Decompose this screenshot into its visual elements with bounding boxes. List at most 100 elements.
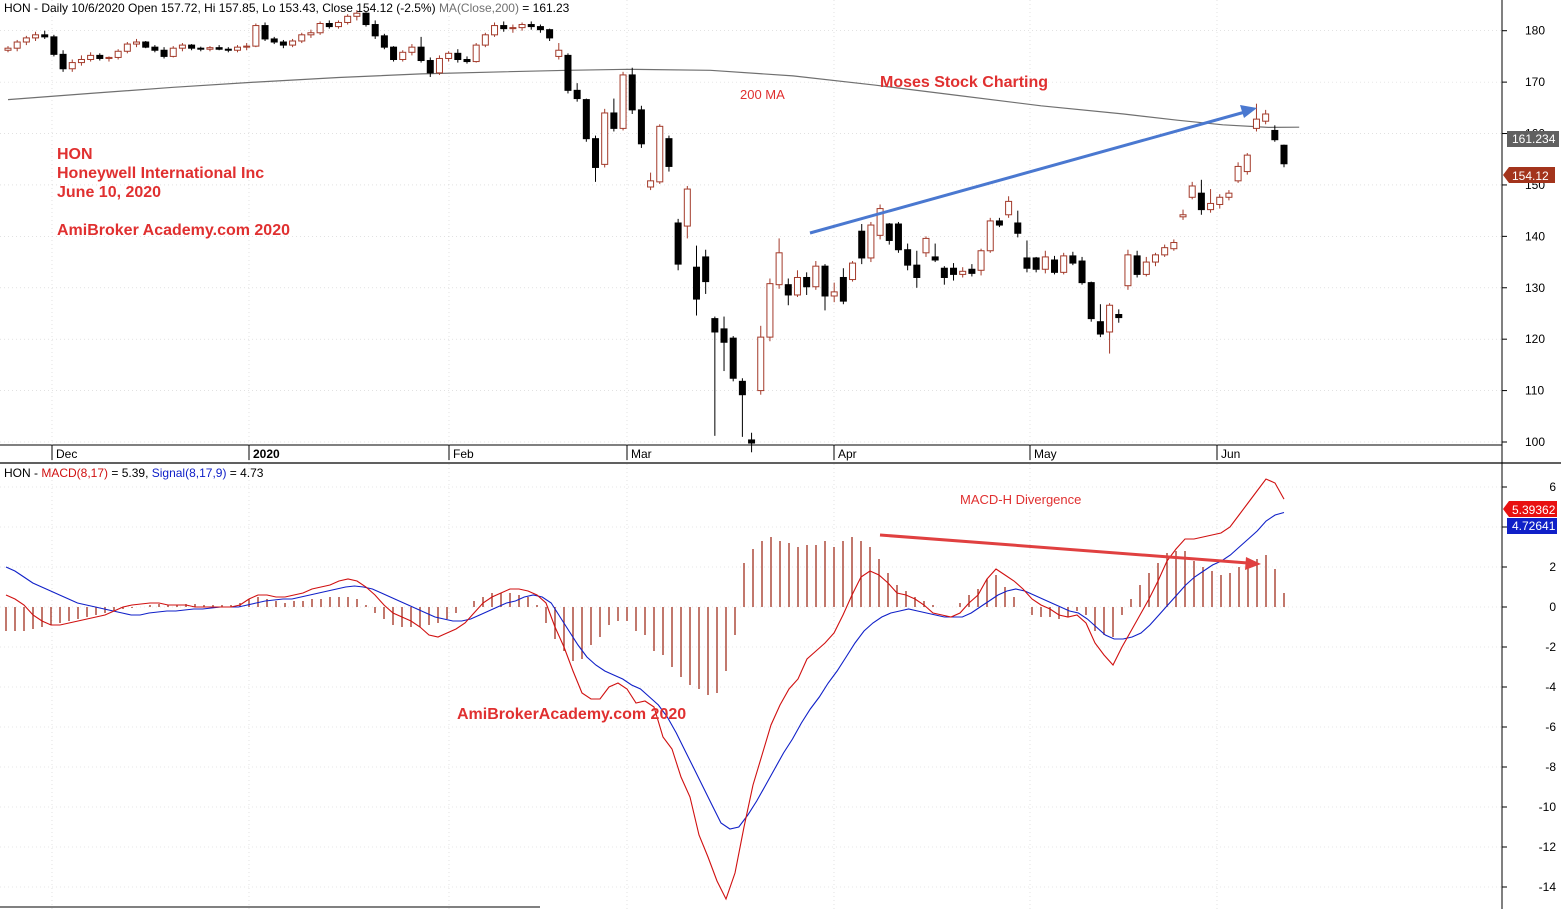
candle-body — [399, 51, 407, 60]
candle-body — [1142, 261, 1150, 275]
candle-body — [775, 252, 783, 286]
candle — [1262, 109, 1270, 125]
candle-body — [463, 58, 471, 63]
candle — [1124, 249, 1132, 290]
candle — [913, 250, 921, 288]
candle-body — [674, 222, 682, 265]
candle-body — [518, 24, 526, 29]
candle — [307, 29, 315, 38]
candle-body — [729, 337, 737, 379]
candle-body — [4, 47, 12, 51]
candle-body — [408, 46, 416, 53]
candle-body — [50, 36, 58, 55]
candle — [959, 267, 967, 278]
candle — [518, 22, 526, 31]
candle — [922, 236, 930, 257]
candle-body — [270, 38, 278, 43]
price-tick-label: 130 — [1525, 281, 1545, 295]
candle — [968, 264, 976, 277]
candle — [491, 22, 499, 37]
candle-body — [592, 138, 600, 168]
candle-body — [1106, 304, 1114, 333]
candle — [22, 35, 30, 46]
candle-body — [793, 276, 801, 296]
candle-body — [279, 41, 287, 46]
candle — [1234, 162, 1242, 183]
blue-trend-arrow — [809, 105, 1257, 235]
macd-histogram — [5, 537, 1285, 695]
candle-body — [637, 109, 645, 145]
candle — [849, 261, 857, 282]
candle — [601, 108, 609, 168]
candle-body — [353, 12, 361, 17]
candle — [977, 248, 985, 276]
candle-body — [417, 46, 425, 62]
candle — [1078, 256, 1086, 285]
annotation-ma200: 200 MA — [740, 87, 785, 102]
candle — [1271, 125, 1279, 142]
candle — [390, 46, 398, 62]
candle-body — [59, 53, 67, 70]
candle — [1023, 240, 1031, 273]
candle — [564, 53, 572, 94]
macd-tick-label: -12 — [1539, 840, 1557, 854]
signal-value-tag-text: 4.72641 — [1512, 519, 1556, 533]
ma200-line — [7, 68, 1300, 129]
candle — [711, 316, 719, 436]
candle — [748, 432, 756, 453]
candle-body — [325, 23, 333, 28]
candle-body — [1051, 259, 1059, 273]
candle — [757, 325, 765, 395]
candle-body — [573, 89, 581, 100]
macd-y-ticks: -14-12-10-8-6-4-20246 — [1502, 480, 1556, 894]
candle — [325, 20, 333, 29]
annotation-date: June 10, 2020 — [57, 184, 161, 201]
macd-tick-label: 0 — [1549, 600, 1556, 614]
candle — [96, 53, 104, 61]
candle-body — [491, 25, 499, 36]
price-y-ticks: 100110120130140150160170180 — [1502, 24, 1545, 449]
candle-body — [610, 112, 618, 129]
candle-body — [390, 46, 398, 60]
candle-body — [986, 220, 994, 252]
candle — [445, 51, 453, 62]
macd-header: HON - MACD(8,17) = 5.39, Signal(8,17,9) … — [4, 466, 264, 480]
candle-body — [656, 125, 664, 183]
candle-body — [1023, 257, 1031, 269]
candle — [472, 43, 480, 63]
date-tick-label: Apr — [838, 447, 857, 461]
candle-body — [472, 44, 480, 63]
candle-body — [1234, 165, 1242, 182]
macd-panel: -14-12-10-8-6-4-20246 — [0, 463, 1556, 909]
candle — [463, 56, 471, 64]
candle — [839, 268, 847, 305]
candle — [380, 33, 388, 50]
macd-header-ticker: HON - — [4, 466, 41, 480]
candle — [766, 278, 774, 342]
candle — [261, 22, 269, 41]
candle-body — [1280, 144, 1288, 165]
candle — [500, 21, 508, 32]
candle-body — [233, 46, 241, 51]
signal-line — [5, 511, 1285, 830]
candle-body — [41, 34, 49, 38]
candle-body — [445, 52, 453, 59]
candle — [793, 270, 801, 298]
candle-body — [582, 99, 590, 140]
candle — [1243, 153, 1251, 175]
candle-body — [151, 46, 159, 51]
candle-body — [481, 34, 489, 46]
candle-body — [564, 54, 572, 91]
candle-body — [1271, 129, 1279, 141]
candle — [803, 272, 811, 295]
candle — [1170, 239, 1178, 251]
candle — [1188, 181, 1196, 200]
candle — [435, 55, 443, 75]
candle-body — [500, 25, 508, 30]
candle — [1142, 256, 1150, 277]
candle — [610, 98, 618, 132]
candle — [1151, 252, 1159, 267]
macd-tick-label: -4 — [1545, 680, 1556, 694]
macd-value-tag: 5.39362 — [1503, 501, 1557, 517]
